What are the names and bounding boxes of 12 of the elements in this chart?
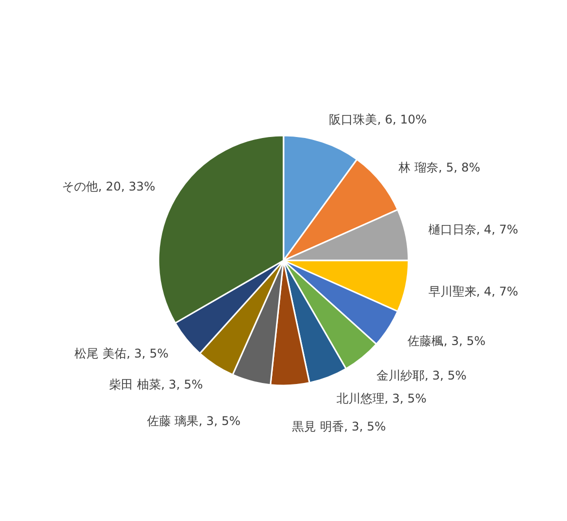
slice-label: その他, 20, 33% <box>62 180 156 194</box>
slice-label: 樋口日奈, 4, 7% <box>428 222 518 237</box>
slice-label: 林 瑠奈, 5, 8% <box>398 160 480 174</box>
slice-label: 松尾 美佑, 3, 5% <box>74 346 168 361</box>
slice-label: 早川聖来, 4, 7% <box>428 284 518 298</box>
slice-label: 黒見 明香, 3, 5% <box>292 419 386 434</box>
slice-label: 北川悠理, 3, 5% <box>336 392 426 406</box>
slice-label: 佐藤 璃果, 3, 5% <box>146 414 241 428</box>
slice-label: 柴田 柚菜, 3, 5% <box>109 378 203 392</box>
slice-label: 阪口珠美, 6, 10% <box>329 112 427 127</box>
slice-label: 佐藤楓, 3, 5% <box>408 334 486 348</box>
slice-label: 金川紗耶, 3, 5% <box>376 368 467 383</box>
